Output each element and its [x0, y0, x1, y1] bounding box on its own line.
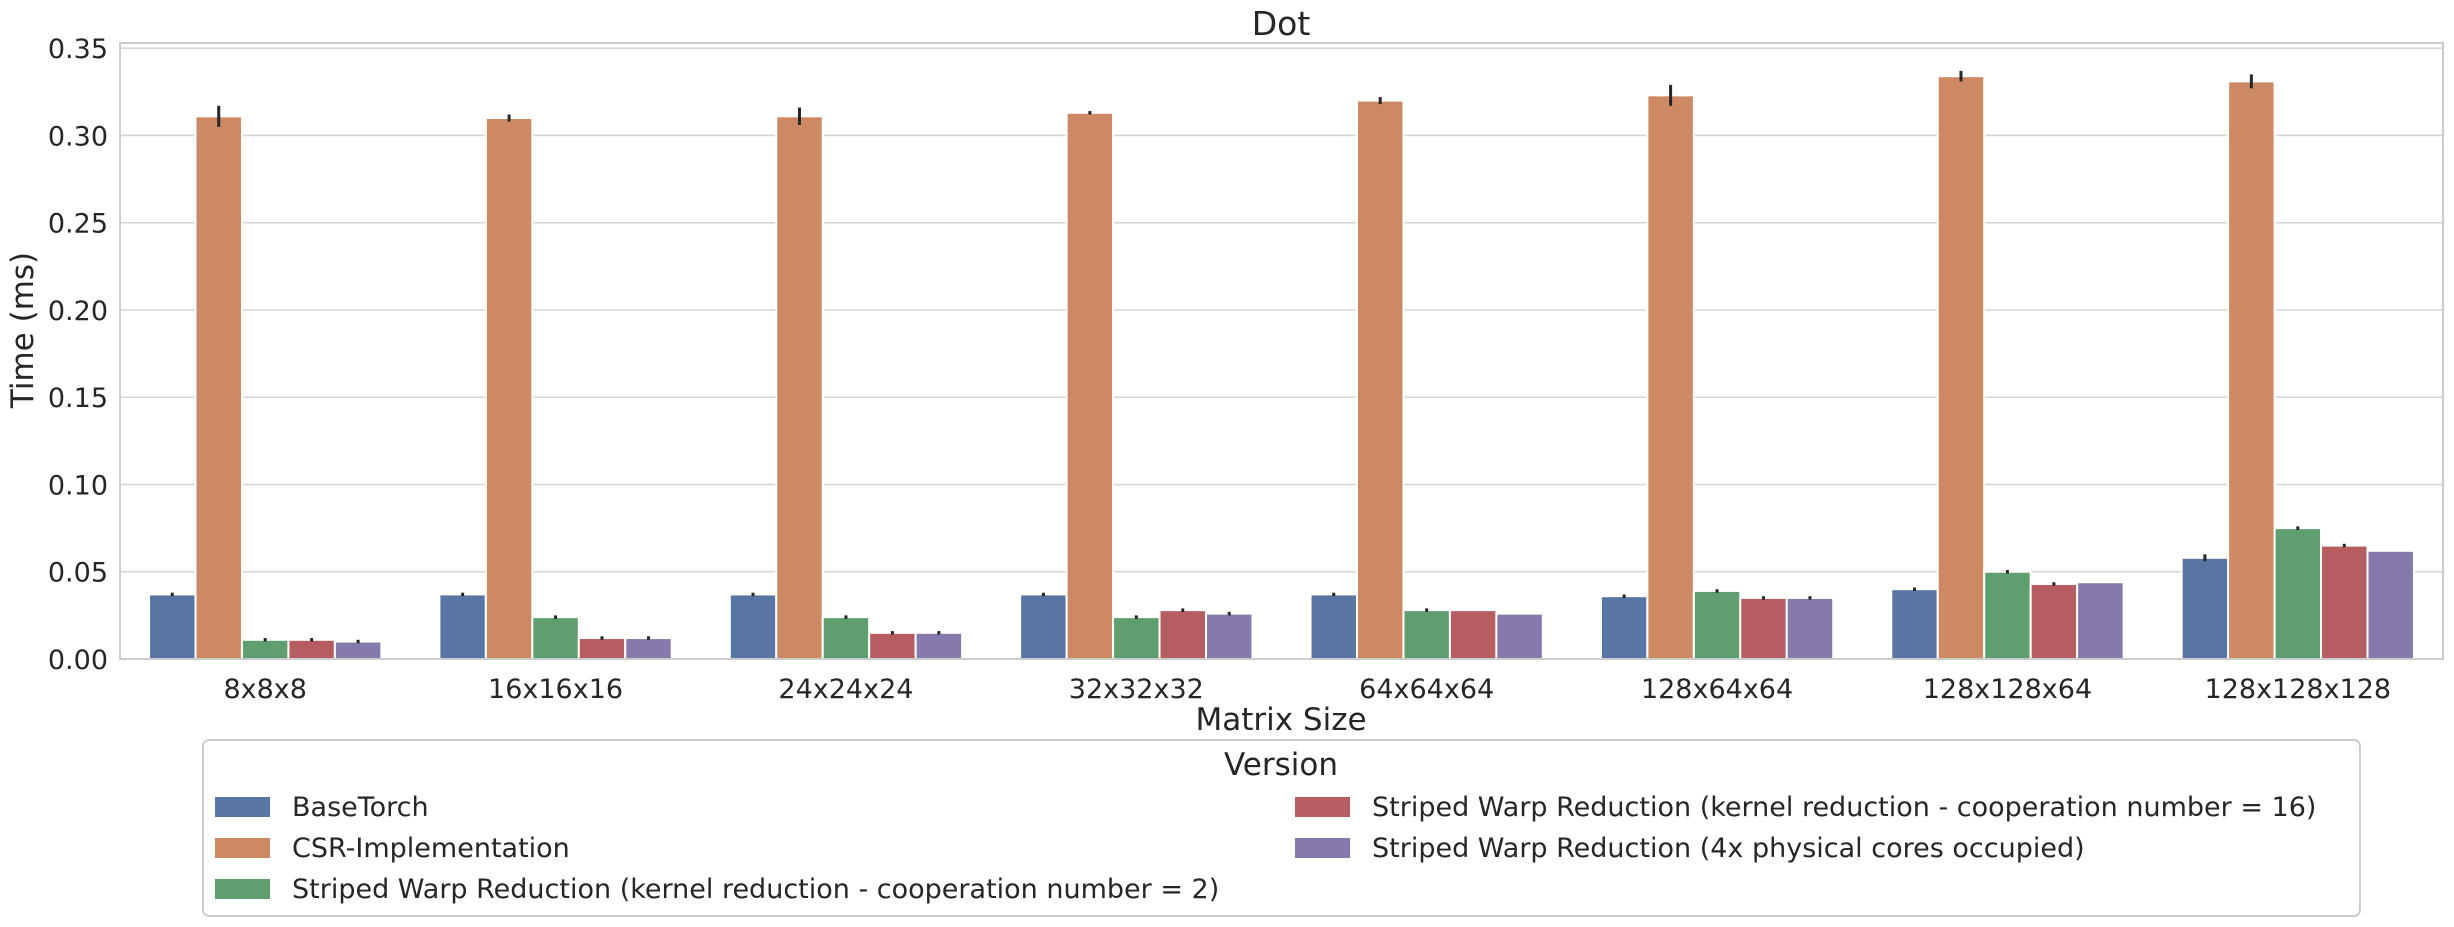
y-tick-labels: 0.00 0.05 0.10 0.15 0.20 0.25 0.30 0.35	[48, 34, 108, 676]
y-tick-label: 0.00	[48, 645, 108, 676]
legend-items: BaseTorch CSR-Implementation Striped Warp …	[215, 792, 2316, 905]
bar	[1646, 94, 1695, 661]
chart-title: Dot	[1252, 4, 1311, 43]
bar	[2366, 549, 2415, 661]
bar	[2320, 544, 2369, 661]
bar	[1158, 609, 1208, 660]
x-tick-label: 64x64x64	[1359, 674, 1494, 705]
bar	[1112, 616, 1161, 660]
bar	[1495, 612, 1544, 661]
bar	[1402, 609, 1451, 660]
x-tick-label: 128x128x64	[1923, 674, 2092, 705]
y-tick-label: 0.35	[48, 34, 108, 65]
bar	[333, 640, 383, 660]
bar	[2180, 556, 2230, 660]
legend-title: Version	[1224, 747, 1338, 783]
bar	[2076, 581, 2125, 661]
bar	[775, 115, 824, 660]
legend-swatch	[215, 879, 270, 899]
legend-swatch	[215, 838, 270, 858]
legend-swatch	[215, 797, 270, 817]
bar	[1355, 99, 1405, 660]
bar	[914, 631, 964, 660]
bar	[1692, 589, 1742, 661]
legend-label: Striped Warp Reduction (kernel reduction…	[292, 874, 1219, 905]
y-tick-label: 0.15	[48, 383, 108, 414]
legend-label: BaseTorch	[292, 792, 429, 823]
bar	[1785, 596, 1835, 661]
x-tick-label: 128x64x64	[1641, 674, 1793, 705]
bar	[531, 616, 580, 660]
x-tick-labels: 8x8x8 16x16x16 24x24x24 32x32x32 64x64x64 128…	[223, 674, 2391, 705]
legend-label: CSR-Implementation	[292, 833, 570, 864]
y-tick-label: 0.20	[48, 296, 108, 327]
y-tick-label: 0.05	[48, 558, 108, 589]
bar	[1983, 570, 2032, 660]
bar	[1065, 111, 1115, 660]
bar	[1890, 588, 1939, 660]
bar	[148, 593, 197, 660]
bar	[868, 631, 917, 660]
bar	[1936, 75, 1986, 660]
x-tick-label: 8x8x8	[223, 674, 307, 705]
bar	[194, 115, 243, 660]
bar	[1599, 595, 1649, 660]
bar	[1448, 609, 1498, 660]
legend-frame	[202, 739, 2361, 917]
plot-frame	[119, 42, 2444, 660]
bar	[2227, 80, 2276, 661]
legend-swatch	[1295, 797, 1350, 817]
bar	[240, 638, 290, 660]
x-tick-label: 32x32x32	[1069, 674, 1204, 705]
bar	[1739, 596, 1788, 661]
y-axis-title: Time (ms)	[5, 252, 41, 409]
bar	[624, 637, 673, 661]
legend-label: Striped Warp Reduction (4x physical core…	[1372, 833, 2085, 864]
bar	[577, 637, 627, 661]
bar	[2029, 582, 2079, 661]
bar	[1309, 593, 1358, 660]
bar	[728, 593, 778, 660]
gridlines	[120, 47, 2443, 660]
x-tick-label: 128x128x128	[2205, 674, 2392, 705]
error-bars	[170, 70, 2346, 644]
bar	[2273, 527, 2323, 661]
legend: Version BaseTorch CSR-Implementation Strip…	[202, 739, 2361, 917]
y-tick-label: 0.10	[48, 470, 108, 501]
x-tick-label: 24x24x24	[778, 674, 913, 705]
bars	[148, 75, 2415, 661]
y-tick-label: 0.30	[48, 121, 108, 152]
bar	[438, 593, 487, 660]
bar	[821, 616, 871, 660]
x-tick-label: 16x16x16	[488, 674, 623, 705]
bar	[1019, 593, 1068, 660]
legend-swatch	[1295, 838, 1350, 858]
bar	[1205, 612, 1254, 661]
y-tick-label: 0.25	[48, 209, 108, 240]
x-axis-title: Matrix Size	[1195, 702, 1366, 738]
bar	[287, 638, 336, 660]
bar	[484, 117, 534, 661]
legend-label: Striped Warp Reduction (kernel reduction…	[1372, 792, 2316, 823]
